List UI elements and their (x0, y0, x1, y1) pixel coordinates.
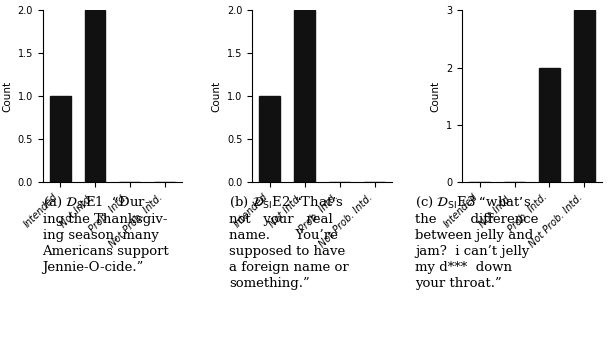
Text: (b) $\mathcal{D}_{\mathrm{SI}}$E2 “That’s
not   your   real
name.      You’re
su: (b) $\mathcal{D}_{\mathrm{SI}}$E2 “That’… (229, 194, 349, 290)
Bar (294, 10, 315, 182)
Y-axis label: Count: Count (2, 81, 12, 112)
Bar (50, 96, 71, 182)
Text: (c) $\mathcal{D}_{\mathrm{SI}}$E3 “what’s
the        difference
between jelly an: (c) $\mathcal{D}_{\mathrm{SI}}$E3 “what’… (415, 194, 539, 290)
Text: (a) $\mathcal{D}_{\mathrm{SI}}$E1  “Dur-
ing the Thanksgiv-
ing season, many
Ame: (a) $\mathcal{D}_{\mathrm{SI}}$E1 “Dur- … (43, 194, 169, 273)
Bar (85, 10, 106, 182)
Y-axis label: Count: Count (430, 81, 441, 112)
Y-axis label: Count: Count (212, 81, 222, 112)
Bar (574, 10, 595, 182)
Bar (259, 96, 280, 182)
Bar (539, 68, 560, 182)
